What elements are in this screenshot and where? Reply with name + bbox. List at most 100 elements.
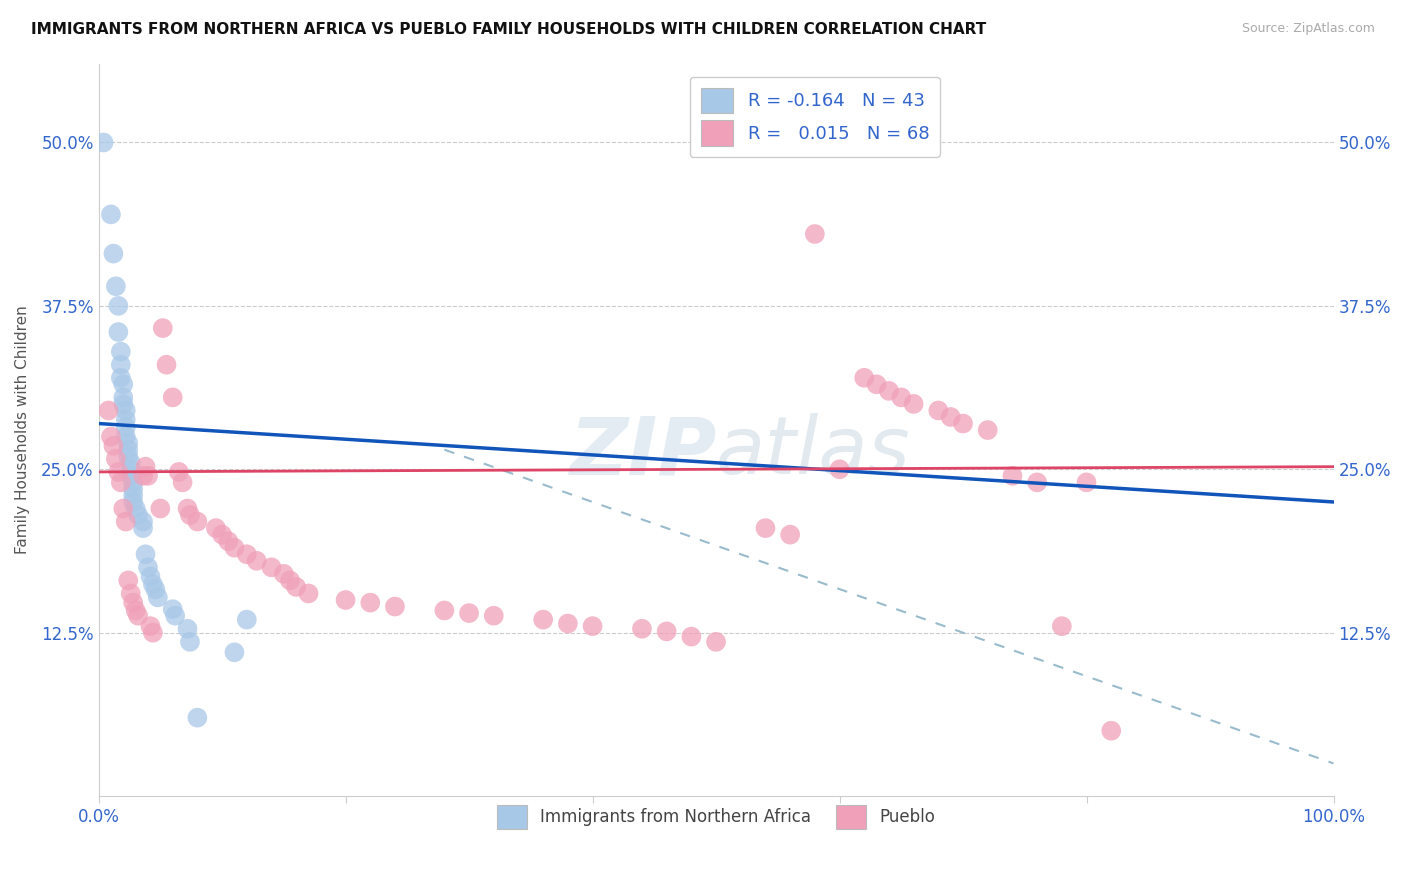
Point <box>384 599 406 614</box>
Point <box>1050 619 1073 633</box>
Point <box>127 608 149 623</box>
Point <box>433 603 456 617</box>
Point <box>631 622 654 636</box>
Point <box>804 227 827 241</box>
Point <box>1026 475 1049 490</box>
Point <box>139 569 162 583</box>
Point <box>114 429 136 443</box>
Point <box>977 423 1000 437</box>
Point <box>135 459 157 474</box>
Point <box>122 482 145 496</box>
Point <box>142 625 165 640</box>
Point <box>103 439 125 453</box>
Point <box>155 358 177 372</box>
Point <box>120 456 142 470</box>
Point <box>165 608 187 623</box>
Y-axis label: Family Households with Children: Family Households with Children <box>15 306 30 555</box>
Point <box>179 508 201 522</box>
Point <box>581 619 603 633</box>
Point <box>110 344 132 359</box>
Text: atlas: atlas <box>716 413 911 491</box>
Point <box>205 521 228 535</box>
Point <box>853 371 876 385</box>
Point <box>136 468 159 483</box>
Point <box>112 397 135 411</box>
Point <box>122 596 145 610</box>
Point <box>132 515 155 529</box>
Point <box>136 560 159 574</box>
Point <box>114 515 136 529</box>
Point <box>903 397 925 411</box>
Point <box>167 465 190 479</box>
Point <box>110 475 132 490</box>
Point <box>890 391 912 405</box>
Point <box>273 566 295 581</box>
Point <box>482 608 505 623</box>
Point <box>149 501 172 516</box>
Point <box>100 207 122 221</box>
Point <box>146 591 169 605</box>
Point <box>927 403 949 417</box>
Point <box>162 602 184 616</box>
Point <box>107 299 129 313</box>
Point <box>1001 468 1024 483</box>
Point <box>139 619 162 633</box>
Point <box>117 574 139 588</box>
Point <box>142 577 165 591</box>
Point <box>1099 723 1122 738</box>
Point <box>107 465 129 479</box>
Point <box>135 547 157 561</box>
Point <box>779 527 801 541</box>
Point <box>335 593 357 607</box>
Point <box>122 488 145 502</box>
Point <box>939 409 962 424</box>
Point <box>122 495 145 509</box>
Text: ZIP: ZIP <box>568 413 716 491</box>
Point <box>112 391 135 405</box>
Point <box>224 645 246 659</box>
Point <box>110 371 132 385</box>
Point <box>186 515 208 529</box>
Point <box>120 468 142 483</box>
Point <box>828 462 851 476</box>
Legend: Immigrants from Northern Africa, Pueblo: Immigrants from Northern Africa, Pueblo <box>491 798 942 835</box>
Point <box>104 451 127 466</box>
Text: Source: ZipAtlas.com: Source: ZipAtlas.com <box>1241 22 1375 36</box>
Point <box>952 417 974 431</box>
Point <box>120 462 142 476</box>
Point <box>224 541 246 555</box>
Point <box>754 521 776 535</box>
Point <box>117 449 139 463</box>
Point <box>260 560 283 574</box>
Point <box>120 586 142 600</box>
Point <box>117 436 139 450</box>
Point <box>176 622 198 636</box>
Point <box>152 321 174 335</box>
Point <box>117 442 139 457</box>
Point <box>124 603 146 617</box>
Point <box>107 325 129 339</box>
Point <box>297 586 319 600</box>
Point <box>681 630 703 644</box>
Point <box>877 384 900 398</box>
Point <box>211 527 233 541</box>
Point <box>114 403 136 417</box>
Point <box>112 501 135 516</box>
Point <box>132 521 155 535</box>
Point <box>97 403 120 417</box>
Point <box>176 501 198 516</box>
Point <box>531 613 554 627</box>
Point <box>458 606 481 620</box>
Point <box>122 475 145 490</box>
Point <box>285 580 308 594</box>
Point <box>236 547 259 561</box>
Point <box>704 635 727 649</box>
Point <box>246 554 269 568</box>
Point <box>865 377 887 392</box>
Text: IMMIGRANTS FROM NORTHERN AFRICA VS PUEBLO FAMILY HOUSEHOLDS WITH CHILDREN CORREL: IMMIGRANTS FROM NORTHERN AFRICA VS PUEBL… <box>31 22 986 37</box>
Point <box>1076 475 1098 490</box>
Point <box>124 501 146 516</box>
Point <box>655 624 678 639</box>
Point <box>132 468 155 483</box>
Point <box>236 613 259 627</box>
